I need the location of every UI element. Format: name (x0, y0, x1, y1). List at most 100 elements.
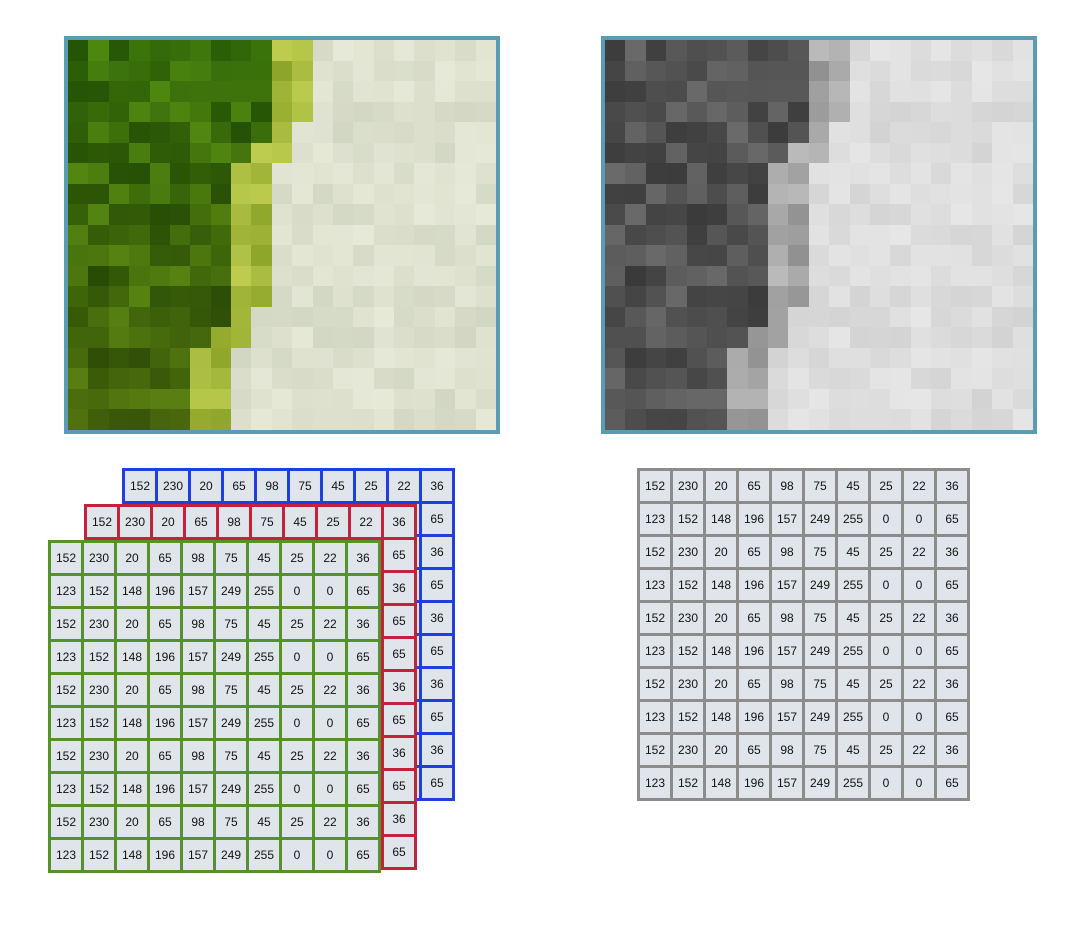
photo-pixel (68, 81, 89, 102)
photo-pixel (353, 388, 374, 410)
matrix-cell: 25 (315, 504, 351, 540)
matrix-cell: 152 (48, 606, 84, 642)
photo-pixel (332, 409, 354, 430)
photo-pixel (706, 368, 728, 389)
photo-pixel (666, 265, 687, 287)
photo-pixel (251, 60, 272, 82)
photo-pixel (992, 81, 1013, 102)
photo-pixel (645, 142, 667, 164)
matrix-cell: 20 (703, 666, 739, 702)
photo-pixel (68, 306, 89, 328)
photo-pixel (88, 101, 109, 123)
photo-pixel (747, 122, 769, 143)
photo-pixel (890, 327, 911, 348)
photo-pixel (747, 306, 769, 328)
matrix-cell: 157 (769, 765, 805, 801)
photo-pixel (373, 306, 395, 328)
photo-pixel (605, 286, 626, 307)
photo-pixel (706, 388, 728, 410)
photo-pixel (190, 122, 211, 143)
photo-pixel (666, 60, 687, 82)
photo-pixel (1012, 60, 1033, 82)
matrix-cell: 36 (934, 732, 970, 768)
matrix-row: 152 230 20 65 98 75 45 25 22 36 (637, 600, 970, 636)
photo-pixel (210, 101, 232, 123)
photo-pixel (455, 347, 476, 369)
photo-pixel (849, 142, 870, 164)
photo-pixel (645, 183, 667, 205)
photo-pixel (292, 224, 313, 246)
photo-pixel (475, 60, 496, 82)
photo-pixel (332, 60, 354, 82)
photo-pixel (625, 183, 646, 205)
matrix-cell: 0 (901, 699, 937, 735)
photo-pixel (645, 224, 667, 246)
photo-pixel (169, 163, 191, 184)
photo-pixel (149, 224, 170, 246)
photo-pixel (727, 409, 748, 430)
matrix-cell: 152 (670, 765, 706, 801)
photo-pixel (666, 163, 687, 184)
matrix-cell: 152 (81, 771, 117, 807)
photo-pixel (727, 183, 748, 205)
photo-pixel (768, 183, 789, 205)
matrix-cell: 152 (670, 633, 706, 669)
photo-pixel (434, 347, 456, 369)
photo-pixel (475, 388, 496, 410)
photo-pixel (414, 306, 435, 328)
matrix-cell: 22 (901, 600, 937, 636)
photo-pixel (169, 101, 191, 123)
matrix-row: 152 230 20 65 98 75 45 25 22 36 (637, 468, 970, 504)
matrix-cell: 22 (312, 540, 348, 576)
photo-pixel (353, 286, 374, 307)
photo-pixel (271, 101, 293, 123)
photo-pixel (686, 388, 707, 410)
photo-pixel (910, 101, 932, 123)
matrix-cell: 123 (637, 567, 673, 603)
photo-pixel (931, 81, 952, 102)
photo-pixel (1012, 40, 1033, 61)
photo-pixel (666, 388, 687, 410)
photo-pixel (971, 245, 993, 266)
photo-pixel (829, 183, 850, 205)
photo-pixel (251, 286, 272, 307)
photo-pixel (910, 40, 932, 61)
photo-pixel (394, 368, 415, 389)
photo-pixel (394, 40, 415, 61)
matrix-cell: 45 (835, 600, 871, 636)
photo-pixel (210, 286, 232, 307)
photo-pixel (808, 81, 830, 102)
photo-pixel (706, 409, 728, 430)
photo-pixel (869, 347, 891, 369)
photo-pixel (271, 327, 293, 348)
photo-pixel (271, 224, 293, 246)
matrix-cell: 249 (213, 705, 249, 741)
photo-pixel (686, 40, 707, 61)
photo-pixel (890, 60, 911, 82)
photo-pixel (149, 163, 170, 184)
photo-pixel (414, 183, 435, 205)
photo-pixel (727, 60, 748, 82)
matrix-cell: 25 (868, 468, 904, 504)
matrix-cell: 249 (802, 501, 838, 537)
photo-pixel (292, 286, 313, 307)
photo-pixel (88, 347, 109, 369)
photo-pixel (414, 265, 435, 287)
matrix-cell: 65 (934, 501, 970, 537)
photo-pixel (475, 265, 496, 287)
matrix-cell: 65 (183, 504, 219, 540)
photo-pixel (686, 409, 707, 430)
photo-pixel (414, 286, 435, 307)
matrix-cell: 45 (246, 540, 282, 576)
photo-pixel (394, 122, 415, 143)
matrix-cell: 255 (835, 633, 871, 669)
photo-pixel (829, 224, 850, 246)
photo-pixel (475, 224, 496, 246)
photo-pixel (808, 163, 830, 184)
photo-pixel (645, 163, 667, 184)
photo-pixel (605, 142, 626, 164)
photo-pixel (149, 245, 170, 266)
photo-pixel (747, 286, 769, 307)
photo-pixel (332, 265, 354, 287)
matrix-cell: 36 (934, 468, 970, 504)
